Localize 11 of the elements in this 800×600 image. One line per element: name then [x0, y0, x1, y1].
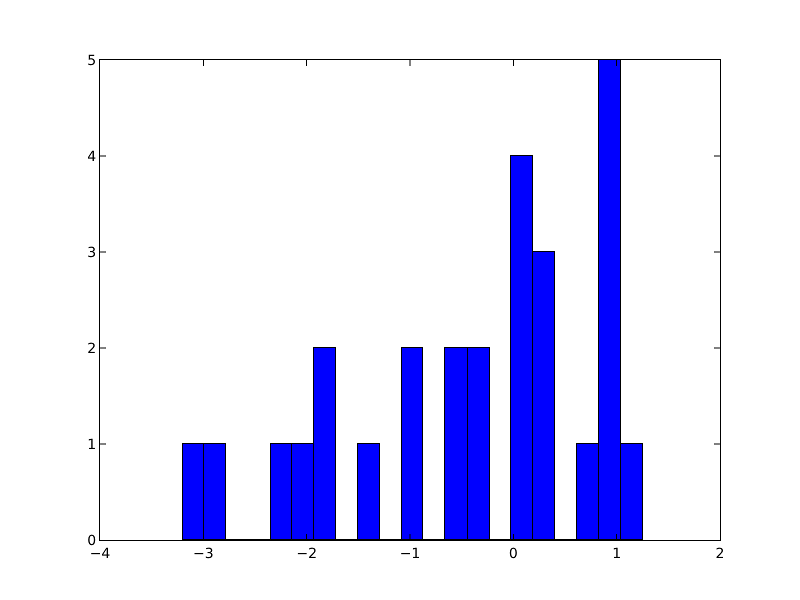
x-tick-label: 2: [716, 546, 724, 562]
y-tick-label: 4: [87, 148, 96, 165]
x-tick-label: 1: [612, 546, 622, 562]
x-tick-label: 0: [508, 546, 518, 562]
x-tick-label: −2: [296, 546, 317, 562]
x-tick-label: −3: [193, 546, 214, 562]
y-tick-label: 3: [87, 244, 96, 261]
x-tick-label: −1: [400, 546, 420, 562]
y-tick-label: 5: [87, 52, 96, 69]
y-tick-label: 2: [87, 340, 96, 357]
y-tick-label: 1: [87, 436, 96, 453]
